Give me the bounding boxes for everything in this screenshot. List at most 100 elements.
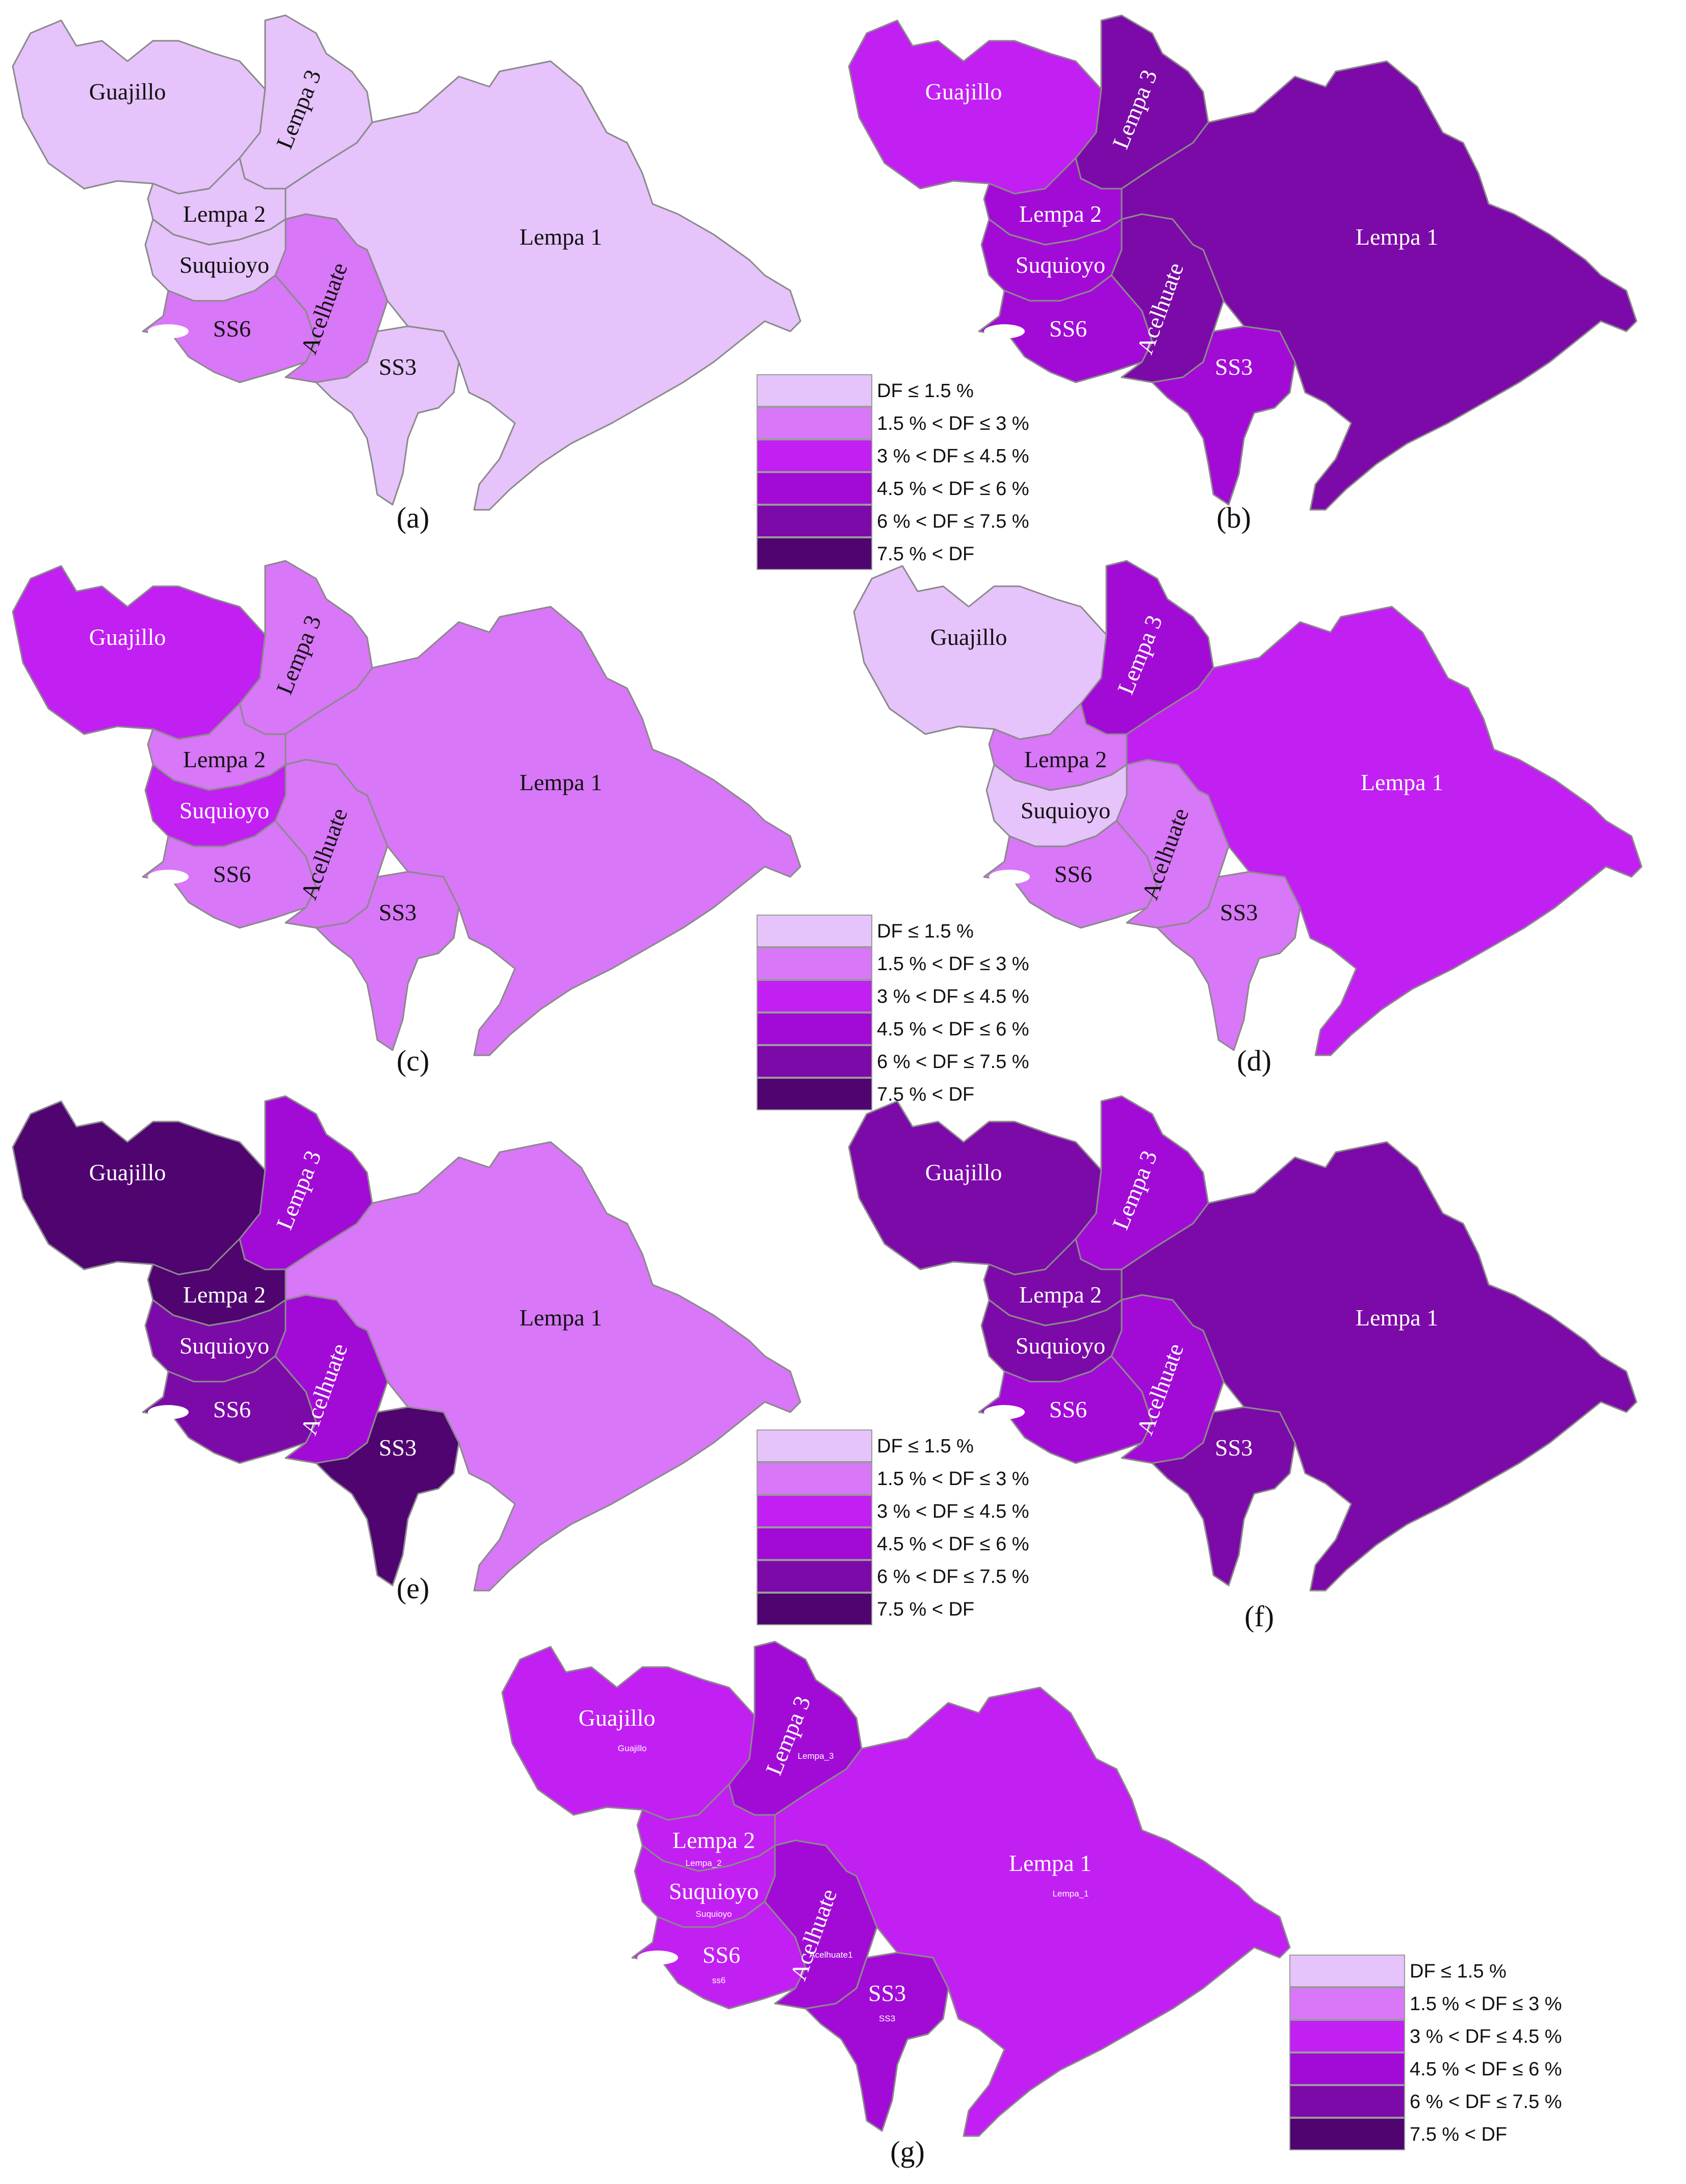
region-lempa1 (284, 606, 801, 1056)
region-label-lempa1: Lempa 1 (520, 1305, 602, 1331)
region-lempa1-shape (1126, 606, 1643, 1056)
region-guajillo (12, 19, 266, 195)
region-label-suquioyo: Suquioyo (1021, 797, 1110, 823)
region-label-guajillo: Guajillo (930, 624, 1007, 650)
region-sublabel-ss6: ss6 (712, 1975, 725, 1985)
legend-swatch (757, 374, 872, 407)
legend-label: 6 % < DF ≤ 7.5 % (1410, 2091, 1562, 2113)
region-label-ss3: SS3 (379, 354, 417, 380)
region-sublabel-ss3: SS3 (879, 2014, 895, 2023)
legend-label: DF ≤ 1.5 % (877, 1436, 974, 1457)
region-label-suquioyo: Suquioyo (669, 1878, 759, 1904)
region-guajillo-shape (12, 565, 266, 740)
lake-notch (148, 1405, 189, 1419)
region-lempa3-shape (1080, 560, 1214, 735)
region-lempa1-shape (284, 606, 801, 1056)
region-label-lempa1: Lempa 1 (1361, 769, 1443, 795)
legend-swatch (757, 980, 872, 1012)
region-lempa3 (239, 560, 373, 735)
region-label-guajillo: Guajillo (89, 624, 166, 650)
region-label-ss6: SS6 (703, 1942, 740, 1968)
region-sublabel-lempa3: Lempa_3 (798, 1751, 834, 1761)
legend-label: 7.5 % < DF (877, 1084, 974, 1105)
region-sublabel-lempa1: Lempa_1 (1053, 1889, 1089, 1899)
region-label-ss6: SS6 (213, 316, 251, 342)
legend-label: 1.5 % < DF ≤ 3 % (877, 413, 1029, 434)
region-lempa3 (239, 1095, 373, 1270)
region-sublabel-acelhuate: Acelhuate1 (809, 1950, 852, 1960)
lake-notch (984, 324, 1025, 339)
region-label-lempa1: Lempa 1 (1356, 224, 1438, 250)
region-label-ss3: SS3 (1215, 1435, 1253, 1461)
legend-2: DF ≤ 1.5 % 1.5 % < DF ≤ 3 % 3 % < DF ≤ 4.5… (757, 915, 1029, 1110)
region-lempa1 (284, 1141, 801, 1592)
region-label-ss6: SS6 (213, 1396, 251, 1422)
region-lempa1-shape (284, 1141, 801, 1592)
legend-label: DF ≤ 1.5 % (877, 380, 974, 402)
legend-swatch (757, 1429, 872, 1462)
region-label-lempa1: Lempa 1 (520, 769, 602, 795)
region-sublabel-suquioyo: Suquioyo (696, 1909, 732, 1919)
region-label-lempa2: Lempa 2 (183, 201, 266, 227)
region-ss3 (315, 1406, 460, 1587)
region-label-suquioyo: Suquioyo (179, 1333, 269, 1359)
legend-swatch (757, 439, 872, 472)
legend-swatch (757, 537, 872, 570)
region-label-lempa1: Lempa 1 (520, 224, 602, 250)
region-label-guajillo: Guajillo (579, 1705, 656, 1731)
region-sublabel-guajillo: Guajillo (618, 1744, 647, 1753)
legend-label: 4.5 % < DF ≤ 6 % (877, 1019, 1029, 1040)
legend-swatch (757, 1527, 872, 1560)
region-label-guajillo: Guajillo (925, 1159, 1002, 1185)
legend-swatch (1289, 2052, 1405, 2085)
legend-label: DF ≤ 1.5 % (877, 921, 974, 942)
panel-letter: (b) (1216, 501, 1251, 534)
region-ss3 (1156, 871, 1301, 1051)
legend-swatch (1289, 2020, 1405, 2052)
lake-notch (148, 870, 189, 884)
legend-label: 7.5 % < DF (1410, 2124, 1507, 2145)
legend-label: 7.5 % < DF (877, 543, 974, 565)
panel-letter: (f) (1244, 1600, 1274, 1633)
region-lempa3-shape (728, 1641, 863, 1816)
region-sublabel-lempa2: Lempa_2 (686, 1858, 722, 1868)
region-lempa3-shape (239, 560, 373, 735)
region-ss3 (315, 325, 460, 506)
lake-notch (984, 1405, 1025, 1419)
region-ss3 (805, 1952, 949, 2132)
legend-3: DF ≤ 1.5 % 1.5 % < DF ≤ 3 % 3 % < DF ≤ 4.5… (757, 1429, 1029, 1625)
region-ss3 (1151, 325, 1296, 506)
lake-notch (148, 324, 189, 339)
legend-label: 6 % < DF ≤ 7.5 % (877, 1566, 1029, 1588)
legend-1: DF ≤ 1.5 % 1.5 % < DF ≤ 3 % 3 % < DF ≤ 4.5… (757, 374, 1029, 570)
region-lempa3 (1080, 560, 1214, 735)
legend-label: 1.5 % < DF ≤ 3 % (1410, 1993, 1562, 2015)
region-label-lempa2: Lempa 2 (1019, 1282, 1102, 1308)
region-ss3 (315, 871, 460, 1051)
region-label-lempa1: Lempa 1 (1356, 1305, 1438, 1331)
legend-swatch (757, 1593, 872, 1625)
legend-label: 3 % < DF ≤ 4.5 % (877, 1501, 1029, 1522)
region-lempa1 (1121, 60, 1638, 511)
legend-swatch (1289, 2085, 1405, 2118)
region-label-suquioyo: Suquioyo (1016, 252, 1105, 278)
region-lempa3 (1075, 14, 1209, 190)
region-lempa1 (1126, 606, 1643, 1056)
region-label-ss3: SS3 (1215, 354, 1253, 380)
region-ss3-shape (315, 871, 460, 1051)
legend-swatch (1289, 1987, 1405, 2020)
legend-swatch (757, 1045, 872, 1078)
legend-label: 4.5 % < DF ≤ 6 % (877, 1533, 1029, 1555)
region-lempa3 (239, 14, 373, 190)
region-ss3-shape (805, 1952, 949, 2132)
region-ss3-shape (315, 1406, 460, 1587)
region-guajillo-shape (12, 1100, 266, 1276)
region-guajillo (848, 19, 1102, 195)
region-label-ss6: SS6 (1049, 316, 1087, 342)
region-label-guajillo: Guajillo (925, 79, 1002, 105)
legend-swatch (757, 472, 872, 505)
